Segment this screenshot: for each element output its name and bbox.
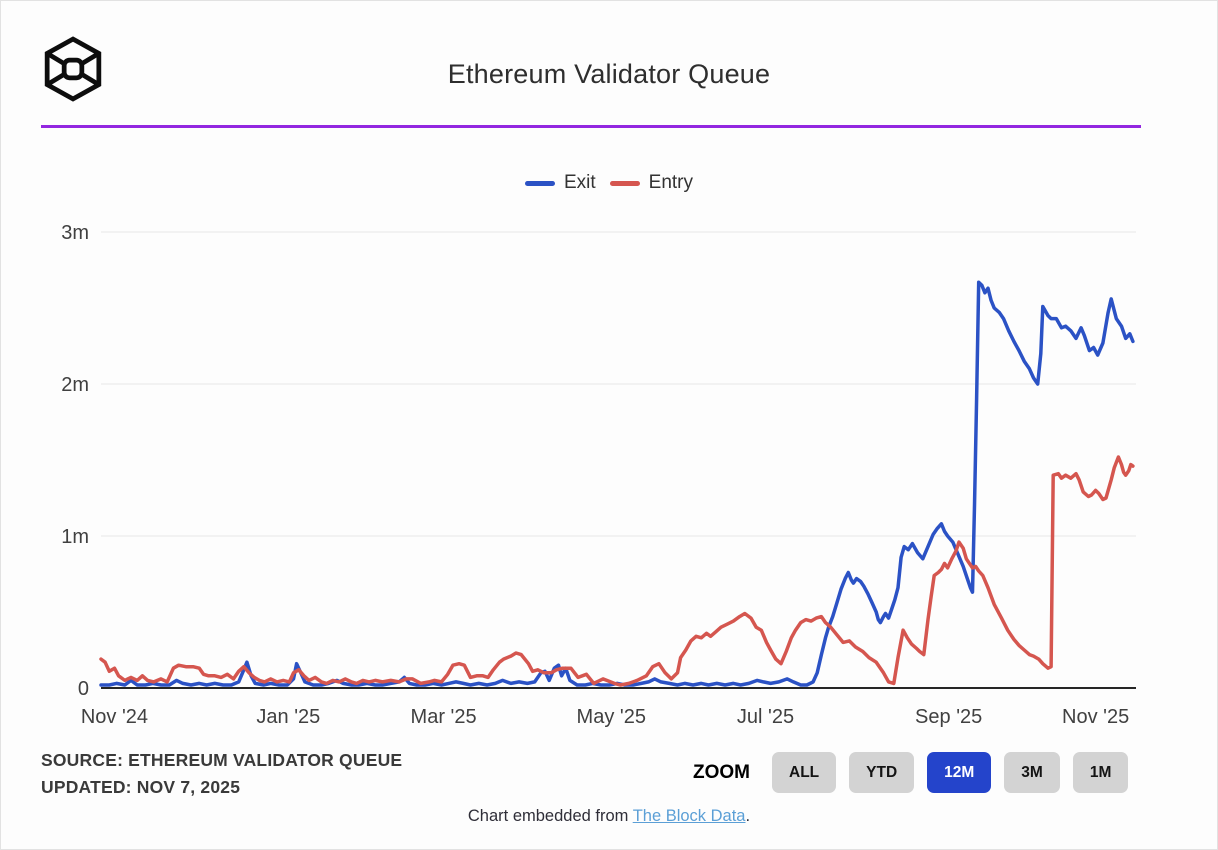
- x-tick-label: Sep '25: [915, 706, 982, 728]
- x-tick-label: Nov '25: [1062, 706, 1129, 728]
- legend-label-exit: Exit: [563, 172, 596, 193]
- x-tick-label: Nov '24: [81, 706, 148, 728]
- chart-legend: Exit Entry: [1, 172, 1217, 194]
- x-tick-label: Mar '25: [411, 706, 477, 728]
- x-tick-label: Jan '25: [256, 706, 320, 728]
- zoom-controls: ZOOM ALL YTD 12M 3M 1M: [693, 752, 1129, 793]
- entry-color-swatch: [609, 180, 640, 186]
- embed-note: Chart embedded from The Block Data.: [1, 807, 1217, 826]
- purple-divider: [41, 125, 1141, 128]
- zoom-button-ytd[interactable]: YTD: [849, 752, 915, 793]
- exit-color-swatch: [524, 180, 555, 186]
- zoom-button-all[interactable]: ALL: [772, 752, 837, 793]
- zoom-label: ZOOM: [693, 761, 750, 783]
- embed-note-text: Chart embedded from: [467, 807, 633, 825]
- line-chart-svg: 0 1m 2m 3m Nov '24 Jan '25 Mar '25 May '25 Jul '…: [61, 222, 1136, 728]
- exit-series-line: [99, 280, 1135, 687]
- updated-line: UPDATED: NOV 7, 2025: [41, 777, 241, 797]
- zoom-button-3m[interactable]: 3M: [1004, 752, 1060, 793]
- zoom-button-12m[interactable]: 12M: [927, 752, 992, 793]
- legend-label-entry: Entry: [648, 172, 694, 193]
- legend-item-exit[interactable]: Exit: [524, 172, 596, 194]
- plot-area[interactable]: 0 1m 2m 3m Nov '24 Jan '25 Mar '25 May '25 Jul '…: [1, 206, 1217, 751]
- the-block-data-link[interactable]: The Block Data: [632, 807, 746, 825]
- y-tick-label: 2m: [61, 374, 89, 396]
- y-tick-label: 0: [78, 678, 89, 700]
- source-block: SOURCE: ETHEREUM VALIDATOR QUEUE UPDATED…: [41, 747, 402, 801]
- embed-note-period: .: [745, 807, 751, 825]
- x-tick-label: May '25: [577, 706, 646, 728]
- logo-inner-cube: [61, 57, 85, 81]
- y-tick-label: 1m: [61, 526, 89, 548]
- chart-title: Ethereum Validator Queue: [447, 59, 771, 89]
- entry-series-line: [99, 455, 1135, 687]
- x-tick-label: Jul '25: [737, 706, 794, 728]
- y-tick-label: 3m: [61, 222, 89, 244]
- source-line: SOURCE: ETHEREUM VALIDATOR QUEUE: [41, 750, 403, 770]
- legend-item-entry[interactable]: Entry: [609, 172, 694, 194]
- zoom-button-group: ALL YTD 12M 3M 1M: [772, 752, 1129, 793]
- zoom-button-1m[interactable]: 1M: [1072, 752, 1129, 793]
- the-block-logo-icon: [44, 36, 102, 102]
